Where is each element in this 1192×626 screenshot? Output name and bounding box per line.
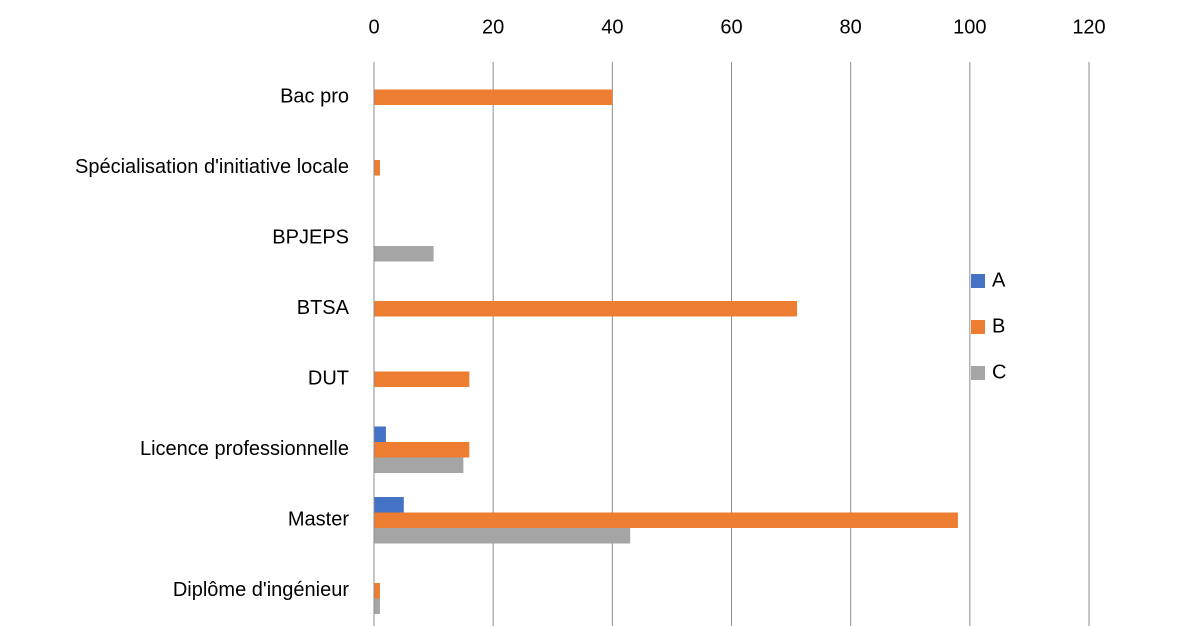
- bar: [374, 301, 798, 317]
- x-tick-label: 100: [953, 16, 986, 38]
- x-tick-label: 20: [482, 16, 504, 38]
- category-label: DUT: [308, 368, 349, 390]
- x-tick-label: 40: [601, 16, 623, 38]
- category-label: BTSA: [297, 297, 350, 319]
- legend-swatch: [971, 320, 985, 334]
- x-tick-label: 0: [368, 16, 379, 38]
- bar: [374, 426, 386, 442]
- bar: [374, 583, 380, 599]
- bar: [374, 442, 470, 458]
- category-label: Spécialisation d'initiative locale: [75, 156, 349, 178]
- legend-label: C: [992, 361, 1006, 383]
- x-tick-label: 60: [720, 16, 742, 38]
- bar: [374, 457, 464, 473]
- bar: [374, 497, 404, 513]
- x-tick-label: 80: [840, 16, 862, 38]
- bar: [374, 89, 613, 105]
- category-label: Master: [288, 509, 349, 531]
- category-label: Bac pro: [280, 86, 349, 108]
- category-label: Diplôme d'ingénieur: [173, 579, 349, 601]
- bar: [374, 246, 434, 262]
- bar: [374, 512, 958, 528]
- bar: [374, 371, 470, 387]
- category-label: BPJEPS: [272, 227, 349, 249]
- bar: [374, 528, 631, 544]
- x-tick-label: 120: [1072, 16, 1105, 38]
- legend-label: B: [992, 315, 1005, 337]
- category-label: Licence professionnelle: [140, 438, 349, 460]
- bar: [374, 160, 380, 176]
- bar: [374, 598, 380, 614]
- legend-swatch: [971, 366, 985, 380]
- legend-swatch: [971, 274, 985, 288]
- legend-label: A: [992, 269, 1006, 291]
